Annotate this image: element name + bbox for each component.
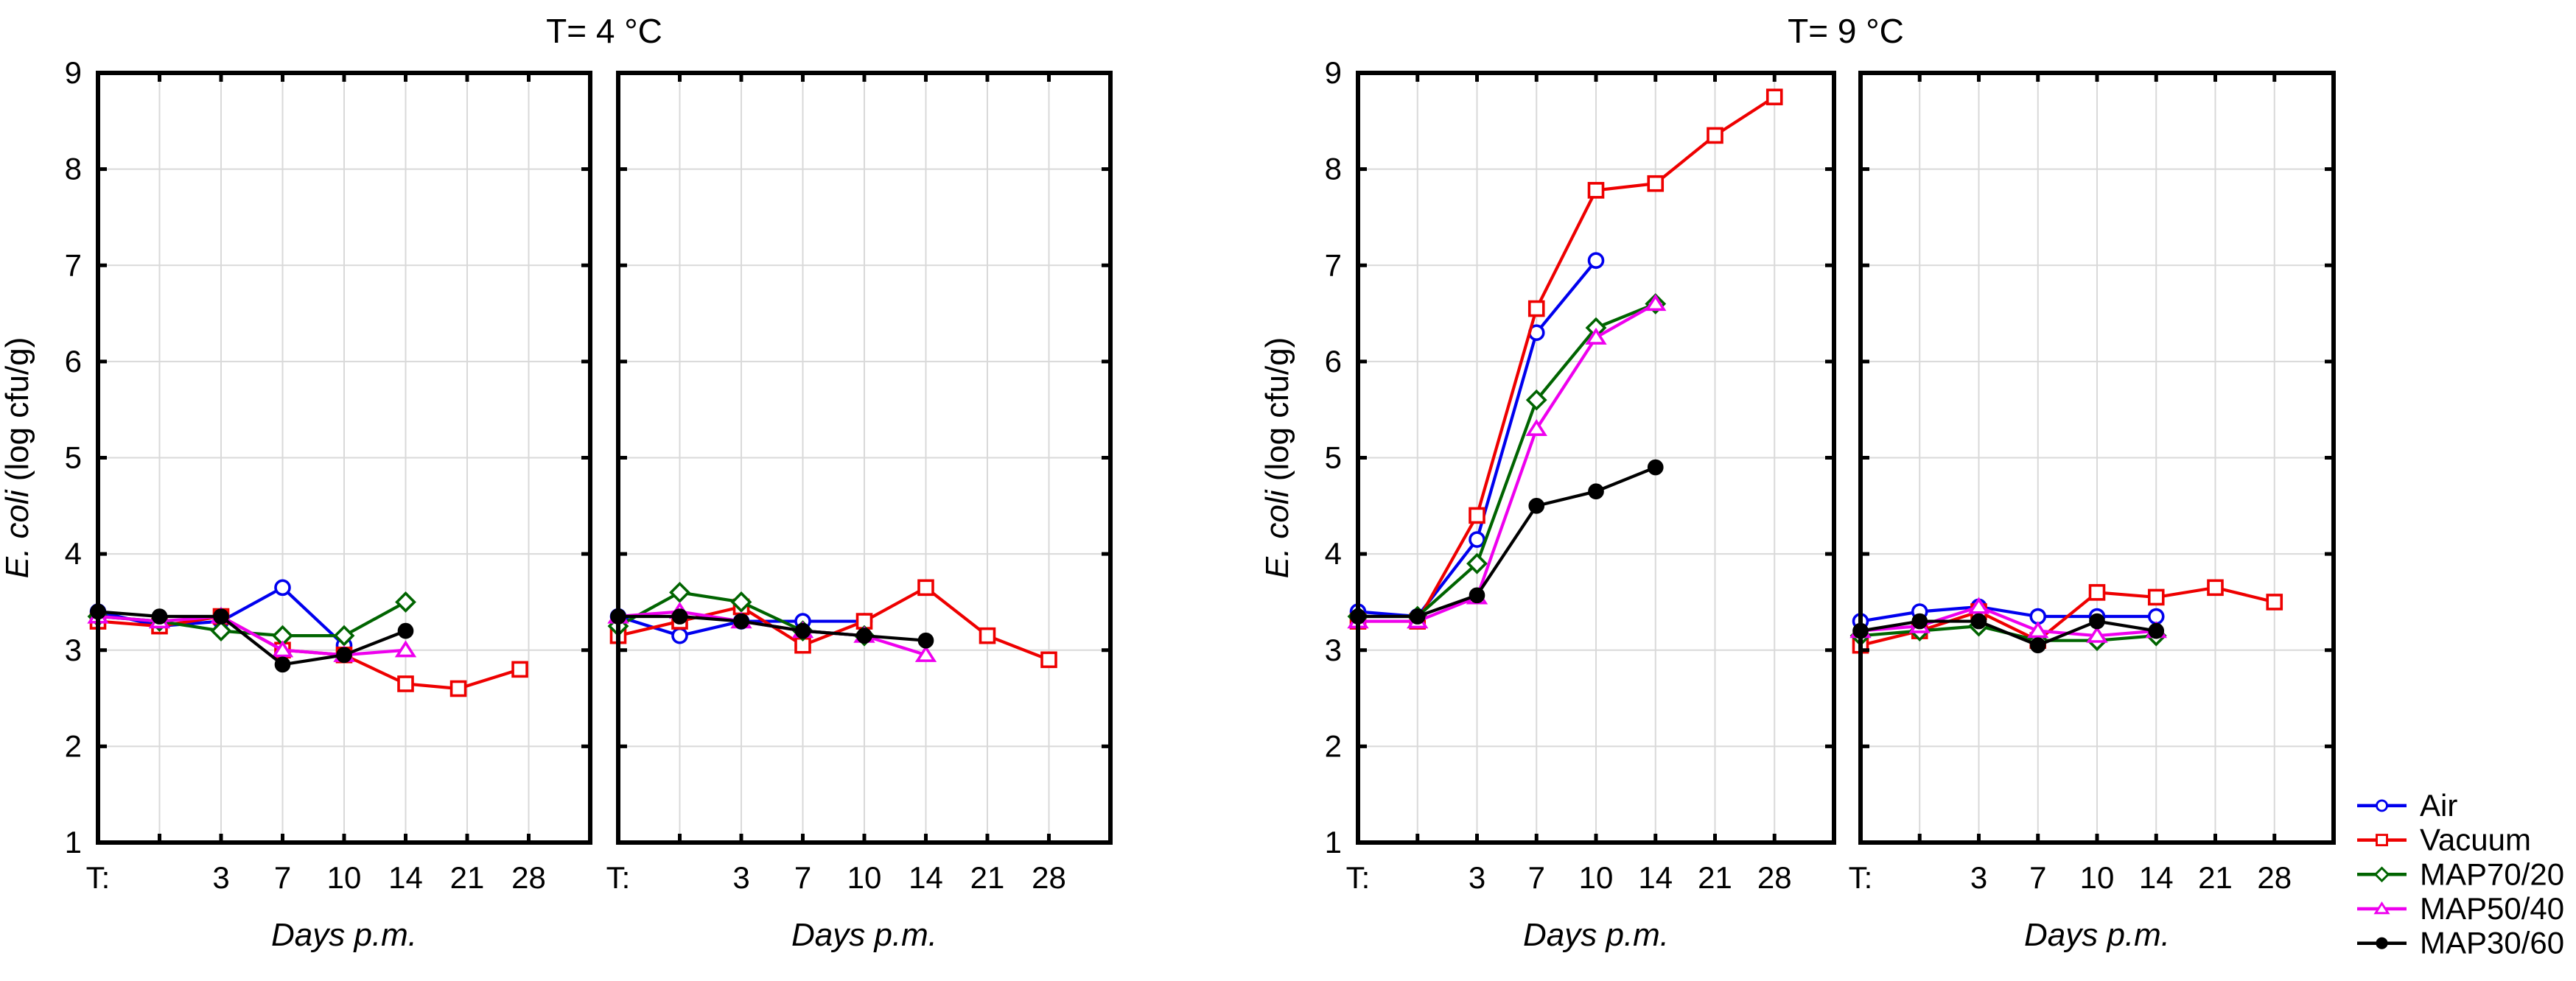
svg-text:14: 14 [1638,860,1673,895]
svg-text:28: 28 [1757,860,1792,895]
svg-text:5: 5 [1325,440,1342,475]
svg-text:21: 21 [1698,860,1732,895]
svg-text:Days p.m.: Days p.m. [2024,917,2170,953]
svg-text:21: 21 [970,860,1005,895]
svg-text:3: 3 [65,633,82,667]
svg-text:Days p.m.: Days p.m. [1523,917,1669,953]
svg-text:14: 14 [2139,860,2174,895]
svg-text:3: 3 [732,860,749,895]
svg-text:E. coli (log cfu/g): E. coli (log cfu/g) [1259,337,1295,579]
svg-text:9: 9 [65,55,82,90]
svg-text:6: 6 [65,344,82,379]
svg-text:Vacuum: Vacuum [2420,823,2531,857]
svg-text:3: 3 [1469,860,1485,895]
svg-text:7: 7 [1325,247,1342,282]
svg-text:28: 28 [511,860,546,895]
svg-text:E. coli (log cfu/g): E. coli (log cfu/g) [0,337,35,579]
svg-text:10: 10 [327,860,362,895]
svg-text:7: 7 [274,860,291,895]
svg-text:7: 7 [1528,860,1545,895]
svg-text:T:: T: [1849,860,1873,895]
svg-text:9: 9 [1325,55,1342,90]
svg-text:MAP50/40: MAP50/40 [2420,891,2564,926]
svg-text:2: 2 [1325,728,1342,763]
svg-text:5: 5 [65,440,82,475]
svg-text:1: 1 [65,825,82,859]
svg-text:3: 3 [1325,633,1342,667]
svg-text:MAP30/60: MAP30/60 [2420,926,2564,960]
svg-text:21: 21 [450,860,485,895]
svg-text:3: 3 [1970,860,1987,895]
svg-text:21: 21 [2198,860,2233,895]
svg-text:Days p.m.: Days p.m. [791,917,937,953]
svg-text:10: 10 [847,860,882,895]
svg-text:T= 9 °C: T= 9 °C [1788,12,1904,50]
svg-text:T:: T: [86,860,111,895]
svg-text:7: 7 [794,860,811,895]
svg-text:6: 6 [1325,344,1342,379]
svg-text:Days p.m.: Days p.m. [271,917,417,953]
svg-text:MAP70/20: MAP70/20 [2420,857,2564,891]
svg-text:8: 8 [1325,152,1342,186]
svg-text:T:: T: [1346,860,1371,895]
svg-text:1: 1 [1325,825,1342,859]
svg-text:10: 10 [1579,860,1614,895]
svg-text:T:: T: [606,860,631,895]
svg-text:7: 7 [2029,860,2046,895]
svg-text:4: 4 [1325,536,1342,571]
svg-text:4: 4 [65,536,82,571]
svg-text:Air: Air [2420,788,2457,823]
svg-text:3: 3 [212,860,229,895]
svg-text:28: 28 [1032,860,1066,895]
svg-text:14: 14 [909,860,943,895]
svg-text:8: 8 [65,152,82,186]
svg-text:T= 4 °C: T= 4 °C [546,12,662,50]
svg-text:10: 10 [2080,860,2115,895]
svg-text:7: 7 [65,247,82,282]
svg-text:2: 2 [65,728,82,763]
svg-text:28: 28 [2257,860,2292,895]
svg-text:14: 14 [388,860,423,895]
